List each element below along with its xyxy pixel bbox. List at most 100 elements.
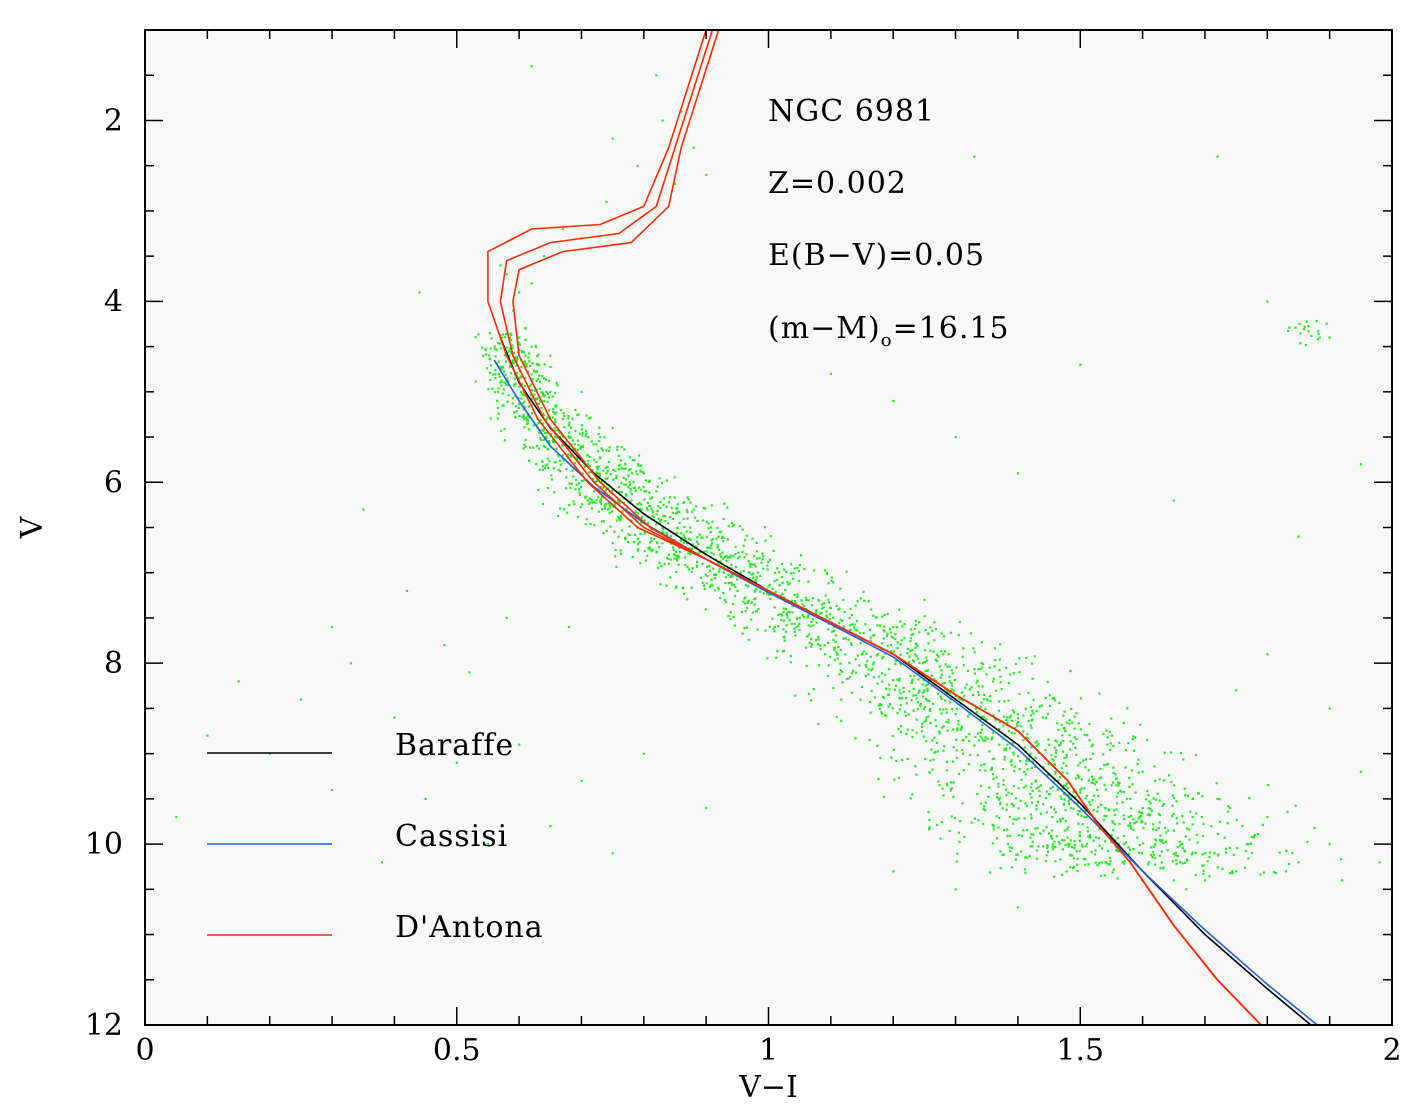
star-point <box>590 440 593 443</box>
star-point <box>928 818 931 822</box>
star-point <box>1077 776 1080 779</box>
star-point <box>595 460 598 464</box>
star-point <box>847 677 850 680</box>
star-point <box>638 486 641 489</box>
star-point <box>769 597 772 600</box>
star-point <box>589 522 592 526</box>
star-point <box>714 577 717 580</box>
star-point <box>1050 754 1053 757</box>
star-point <box>832 638 835 642</box>
star-point <box>915 773 918 776</box>
star-point <box>911 679 914 683</box>
star-point <box>1063 829 1066 832</box>
star-point <box>998 727 1001 731</box>
star-point <box>773 606 776 609</box>
star-point <box>501 404 504 407</box>
star-point <box>1018 657 1021 660</box>
star-point <box>542 412 545 415</box>
star-point <box>596 472 600 475</box>
star-point <box>947 653 950 656</box>
star-point <box>662 528 665 531</box>
star-point <box>798 563 801 567</box>
star-point <box>1086 734 1089 737</box>
star-point <box>1179 844 1182 847</box>
star-point <box>926 669 930 672</box>
star-point <box>898 708 901 711</box>
star-point <box>504 360 508 363</box>
star-point <box>1064 843 1067 847</box>
star-point <box>1171 860 1174 863</box>
star-point <box>529 446 532 449</box>
star-point <box>879 624 882 627</box>
star-point <box>1116 791 1120 794</box>
star-point <box>730 581 733 584</box>
star-point <box>1035 849 1038 852</box>
star-point <box>793 600 797 603</box>
star-point <box>567 626 571 629</box>
star-point <box>997 826 1000 829</box>
star-point <box>709 526 712 529</box>
star-point <box>851 669 855 672</box>
star-point <box>761 552 764 555</box>
star-point <box>1187 794 1190 798</box>
star-point <box>554 418 557 421</box>
star-point <box>800 599 803 602</box>
star-point <box>887 693 890 697</box>
star-point <box>984 707 987 711</box>
star-point <box>1042 845 1045 848</box>
star-point <box>910 633 913 636</box>
star-point <box>675 570 678 574</box>
star-point <box>858 664 861 667</box>
star-point <box>891 707 894 710</box>
star-point <box>1159 839 1163 843</box>
star-point <box>617 464 620 468</box>
star-point <box>1068 798 1071 801</box>
star-point <box>951 672 954 675</box>
star-point <box>719 555 722 558</box>
star-point <box>530 345 533 348</box>
star-point <box>541 393 545 396</box>
star-point <box>515 356 518 359</box>
star-point <box>1101 847 1104 850</box>
star-point <box>891 734 894 738</box>
star-point <box>607 501 610 505</box>
star-point <box>931 739 934 742</box>
star-point <box>673 553 677 556</box>
star-point <box>604 502 608 506</box>
star-point <box>933 621 936 624</box>
star-point <box>868 738 871 742</box>
star-point <box>628 483 632 487</box>
star-point <box>675 532 678 536</box>
star-point <box>1317 333 1320 336</box>
star-point <box>538 363 541 367</box>
star-point <box>694 505 698 508</box>
star-point <box>658 561 661 564</box>
star-point <box>599 501 602 505</box>
star-point <box>707 546 711 549</box>
star-point <box>995 837 999 840</box>
star-point <box>1160 850 1163 853</box>
star-point <box>1029 705 1033 709</box>
star-point <box>542 422 545 425</box>
star-point <box>1051 785 1055 789</box>
y-tick-label: 4 <box>104 284 123 319</box>
star-point <box>703 550 706 553</box>
star-point <box>687 537 691 541</box>
star-point <box>534 344 537 347</box>
star-point <box>895 759 898 763</box>
star-point <box>1103 783 1106 787</box>
star-point <box>1155 829 1158 832</box>
star-point <box>899 661 902 665</box>
star-point <box>1122 834 1126 838</box>
star-point <box>627 486 630 489</box>
star-point <box>924 669 927 673</box>
star-point <box>1208 875 1211 878</box>
star-point <box>1112 744 1115 748</box>
star-point <box>1005 718 1008 722</box>
star-point <box>1171 794 1175 797</box>
star-point <box>1036 827 1039 830</box>
star-point <box>1182 758 1185 761</box>
star-point <box>955 749 958 752</box>
star-point <box>533 393 536 396</box>
star-point <box>924 697 928 701</box>
